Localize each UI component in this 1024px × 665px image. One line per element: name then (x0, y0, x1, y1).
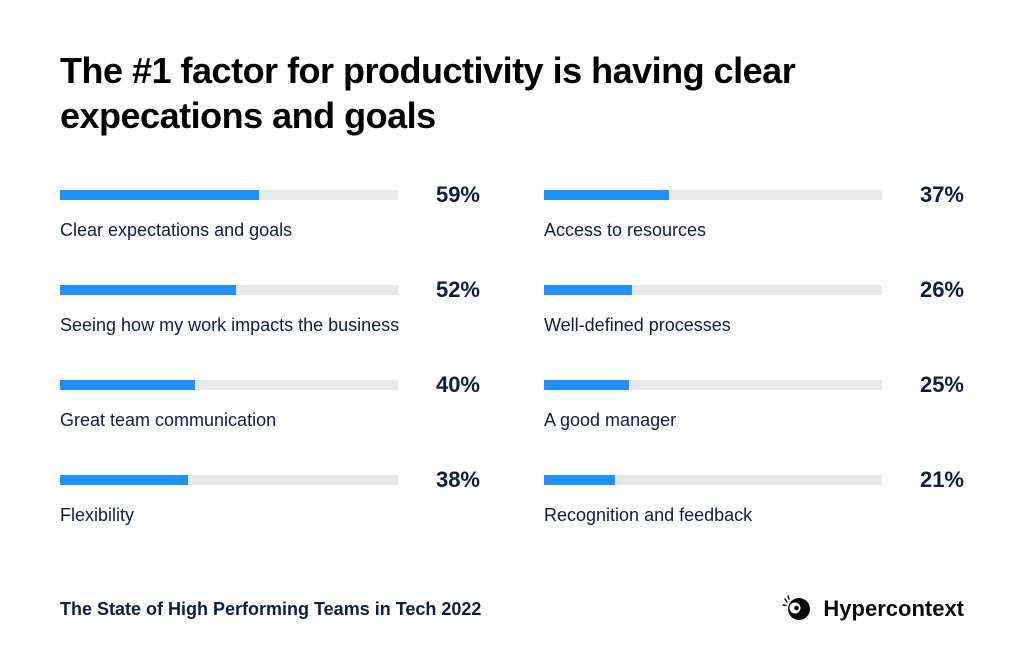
bar-item: 59% Clear expectations and goals (60, 182, 480, 241)
bar-percent: 52% (426, 277, 480, 303)
bar-fill (60, 190, 259, 200)
bar-label: Access to resources (544, 220, 964, 241)
bar-percent: 40% (426, 372, 480, 398)
bar-percent: 59% (426, 182, 480, 208)
bar-label: Clear expectations and goals (60, 220, 480, 241)
brand: Hypercontext (781, 593, 964, 625)
bar-label: Great team communication (60, 410, 480, 431)
footer: The State of High Performing Teams in Te… (60, 593, 964, 625)
bar-label: Seeing how my work impacts the business (60, 315, 480, 336)
bar-label: Well-defined processes (544, 315, 964, 336)
bar-fill (60, 380, 195, 390)
page-title: The #1 factor for productivity is having… (60, 48, 940, 138)
bar-fill (544, 190, 669, 200)
bar-track (544, 475, 882, 485)
brand-name: Hypercontext (823, 596, 964, 622)
bar-percent: 37% (910, 182, 964, 208)
bar-track (60, 380, 398, 390)
bar-fill (60, 285, 236, 295)
bar-label: Recognition and feedback (544, 505, 964, 526)
bar-item: 40% Great team communication (60, 372, 480, 431)
bar-item: 26% Well-defined processes (544, 277, 964, 336)
bar-track (60, 475, 398, 485)
bar-item: 38% Flexibility (60, 467, 480, 526)
bar-percent: 25% (910, 372, 964, 398)
bar-fill (544, 285, 632, 295)
bar-grid: 59% Clear expectations and goals 37% Acc… (60, 182, 964, 526)
bar-percent: 21% (910, 467, 964, 493)
bar-item: 37% Access to resources (544, 182, 964, 241)
bar-fill (60, 475, 188, 485)
bar-track (60, 190, 398, 200)
bar-track (544, 380, 882, 390)
bar-fill (544, 380, 629, 390)
bar-track (544, 285, 882, 295)
bar-track (544, 190, 882, 200)
bar-fill (544, 475, 615, 485)
bar-item: 21% Recognition and feedback (544, 467, 964, 526)
bar-percent: 26% (910, 277, 964, 303)
bar-item: 25% A good manager (544, 372, 964, 431)
bar-track (60, 285, 398, 295)
bar-percent: 38% (426, 467, 480, 493)
bar-label: Flexibility (60, 505, 480, 526)
source-text: The State of High Performing Teams in Te… (60, 599, 481, 620)
bar-label: A good manager (544, 410, 964, 431)
hypercontext-logo-icon (781, 593, 813, 625)
bar-item: 52% Seeing how my work impacts the busin… (60, 277, 480, 336)
